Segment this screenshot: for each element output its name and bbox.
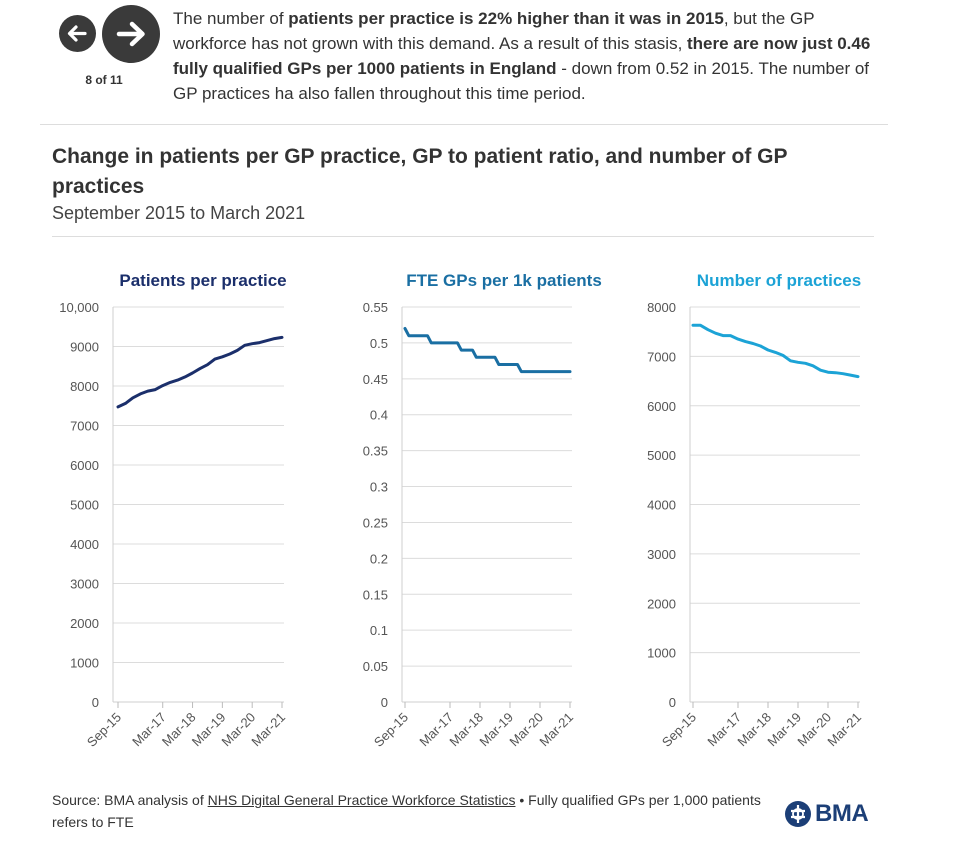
- chart-2-title: FTE GPs per 1k patients: [406, 271, 602, 290]
- chart-1-title: Patients per practice: [119, 271, 286, 290]
- y-tick-label: 3000: [647, 547, 676, 562]
- y-tick-label: 8000: [647, 300, 676, 315]
- y-tick-label: 0.55: [363, 300, 388, 315]
- y-tick-label: 4000: [647, 498, 676, 513]
- y-tick-label: 0.35: [363, 444, 388, 459]
- previous-slide-button[interactable]: [59, 15, 96, 52]
- y-tick-label: 0.2: [370, 551, 388, 566]
- y-tick-label: 0.3: [370, 480, 388, 495]
- y-tick-label: 0.25: [363, 515, 388, 530]
- arrow-left-icon: [67, 25, 87, 42]
- y-tick-label: 2000: [647, 596, 676, 611]
- series-line: [691, 323, 860, 379]
- x-tick-label: Mar-21: [536, 710, 576, 750]
- intro-bold-1: patients per practice is 22% higher than…: [288, 9, 724, 28]
- y-tick-label: 5000: [70, 498, 99, 513]
- y-tick-label: 1000: [70, 656, 99, 671]
- y-tick-label: 8000: [70, 379, 99, 394]
- charts-area: Patients per practice 0 1000 2000 3000 4000 50…: [59, 271, 864, 750]
- x-tick-label: Sep-15: [371, 710, 411, 750]
- divider-title: [52, 236, 874, 237]
- next-slide-button[interactable]: [102, 5, 160, 63]
- x-tick-label: Mar-21: [824, 710, 864, 750]
- chart-1: Patients per practice 0 1000 2000 3000 4000 50…: [59, 271, 288, 750]
- bma-emblem-icon: [785, 801, 811, 827]
- y-tick-label: 0: [669, 695, 676, 710]
- y-tick-label: 0.5: [370, 336, 388, 351]
- series-line: [403, 327, 572, 374]
- bma-logo-text: BMA: [815, 800, 869, 827]
- y-tick-label: 9000: [70, 340, 99, 355]
- chart-subtitle: September 2015 to March 2021: [52, 203, 306, 223]
- y-tick-label: 0: [381, 695, 388, 710]
- y-tick-label: 1000: [647, 646, 676, 661]
- y-tick-label: 0.1: [370, 623, 388, 638]
- y-tick-label: 6000: [70, 458, 99, 473]
- chart-3-title: Number of practices: [697, 271, 861, 290]
- divider-top: [40, 124, 888, 125]
- intro-text-3: - down from 0.52 in 2015. The number of …: [173, 59, 870, 103]
- source-suffix: • Fully qualified GPs per 1,000 patients…: [52, 792, 761, 830]
- y-tick-label: 0.45: [363, 372, 388, 387]
- y-tick-label: 0: [92, 695, 99, 710]
- y-tick-label: 7000: [647, 349, 676, 364]
- y-tick-label: 4000: [70, 537, 99, 552]
- intro-bold-2: there are now just 0.46 fully qualified …: [173, 34, 871, 78]
- intro-text-2: , but the GP workforce has not grown wit…: [173, 9, 815, 53]
- x-tick-label: Sep-15: [659, 710, 699, 750]
- chart-3: Number of practices 0 1000 2000 3000 4000 5000…: [647, 271, 864, 750]
- y-tick-label: 2000: [70, 616, 99, 631]
- intro-text-1: The number of: [173, 9, 289, 28]
- y-tick-label: 3000: [70, 577, 99, 592]
- bma-logo: BMA: [784, 799, 880, 829]
- x-tick-label: Sep-15: [84, 710, 124, 750]
- slide-counter: 8 of 11: [85, 73, 123, 87]
- y-tick-label: 0.4: [370, 408, 388, 423]
- y-tick-label: 6000: [647, 399, 676, 414]
- source-note: Source: BMA analysis of NHS Digital Gene…: [52, 789, 772, 833]
- source-prefix: Source: BMA analysis of: [52, 792, 208, 808]
- source-link[interactable]: NHS Digital General Practice Workforce S…: [207, 792, 516, 808]
- y-tick-label: 10,000: [59, 300, 99, 315]
- y-tick-label: 0.05: [363, 659, 388, 674]
- chart-2: FTE GPs per 1k patients 0 0.05 0.1 0.15 0.2 0.…: [363, 271, 602, 750]
- y-tick-label: 0.15: [363, 587, 388, 602]
- arrow-right-icon: [116, 21, 145, 47]
- y-tick-label: 5000: [647, 448, 676, 463]
- chart-title: Change in patients per GP practice, GP t…: [52, 145, 788, 198]
- y-tick-label: 7000: [70, 419, 99, 434]
- series-line: [116, 335, 284, 409]
- intro-text: The number of patients per practice is 2…: [173, 6, 873, 106]
- x-tick-label: Mar-21: [248, 710, 288, 750]
